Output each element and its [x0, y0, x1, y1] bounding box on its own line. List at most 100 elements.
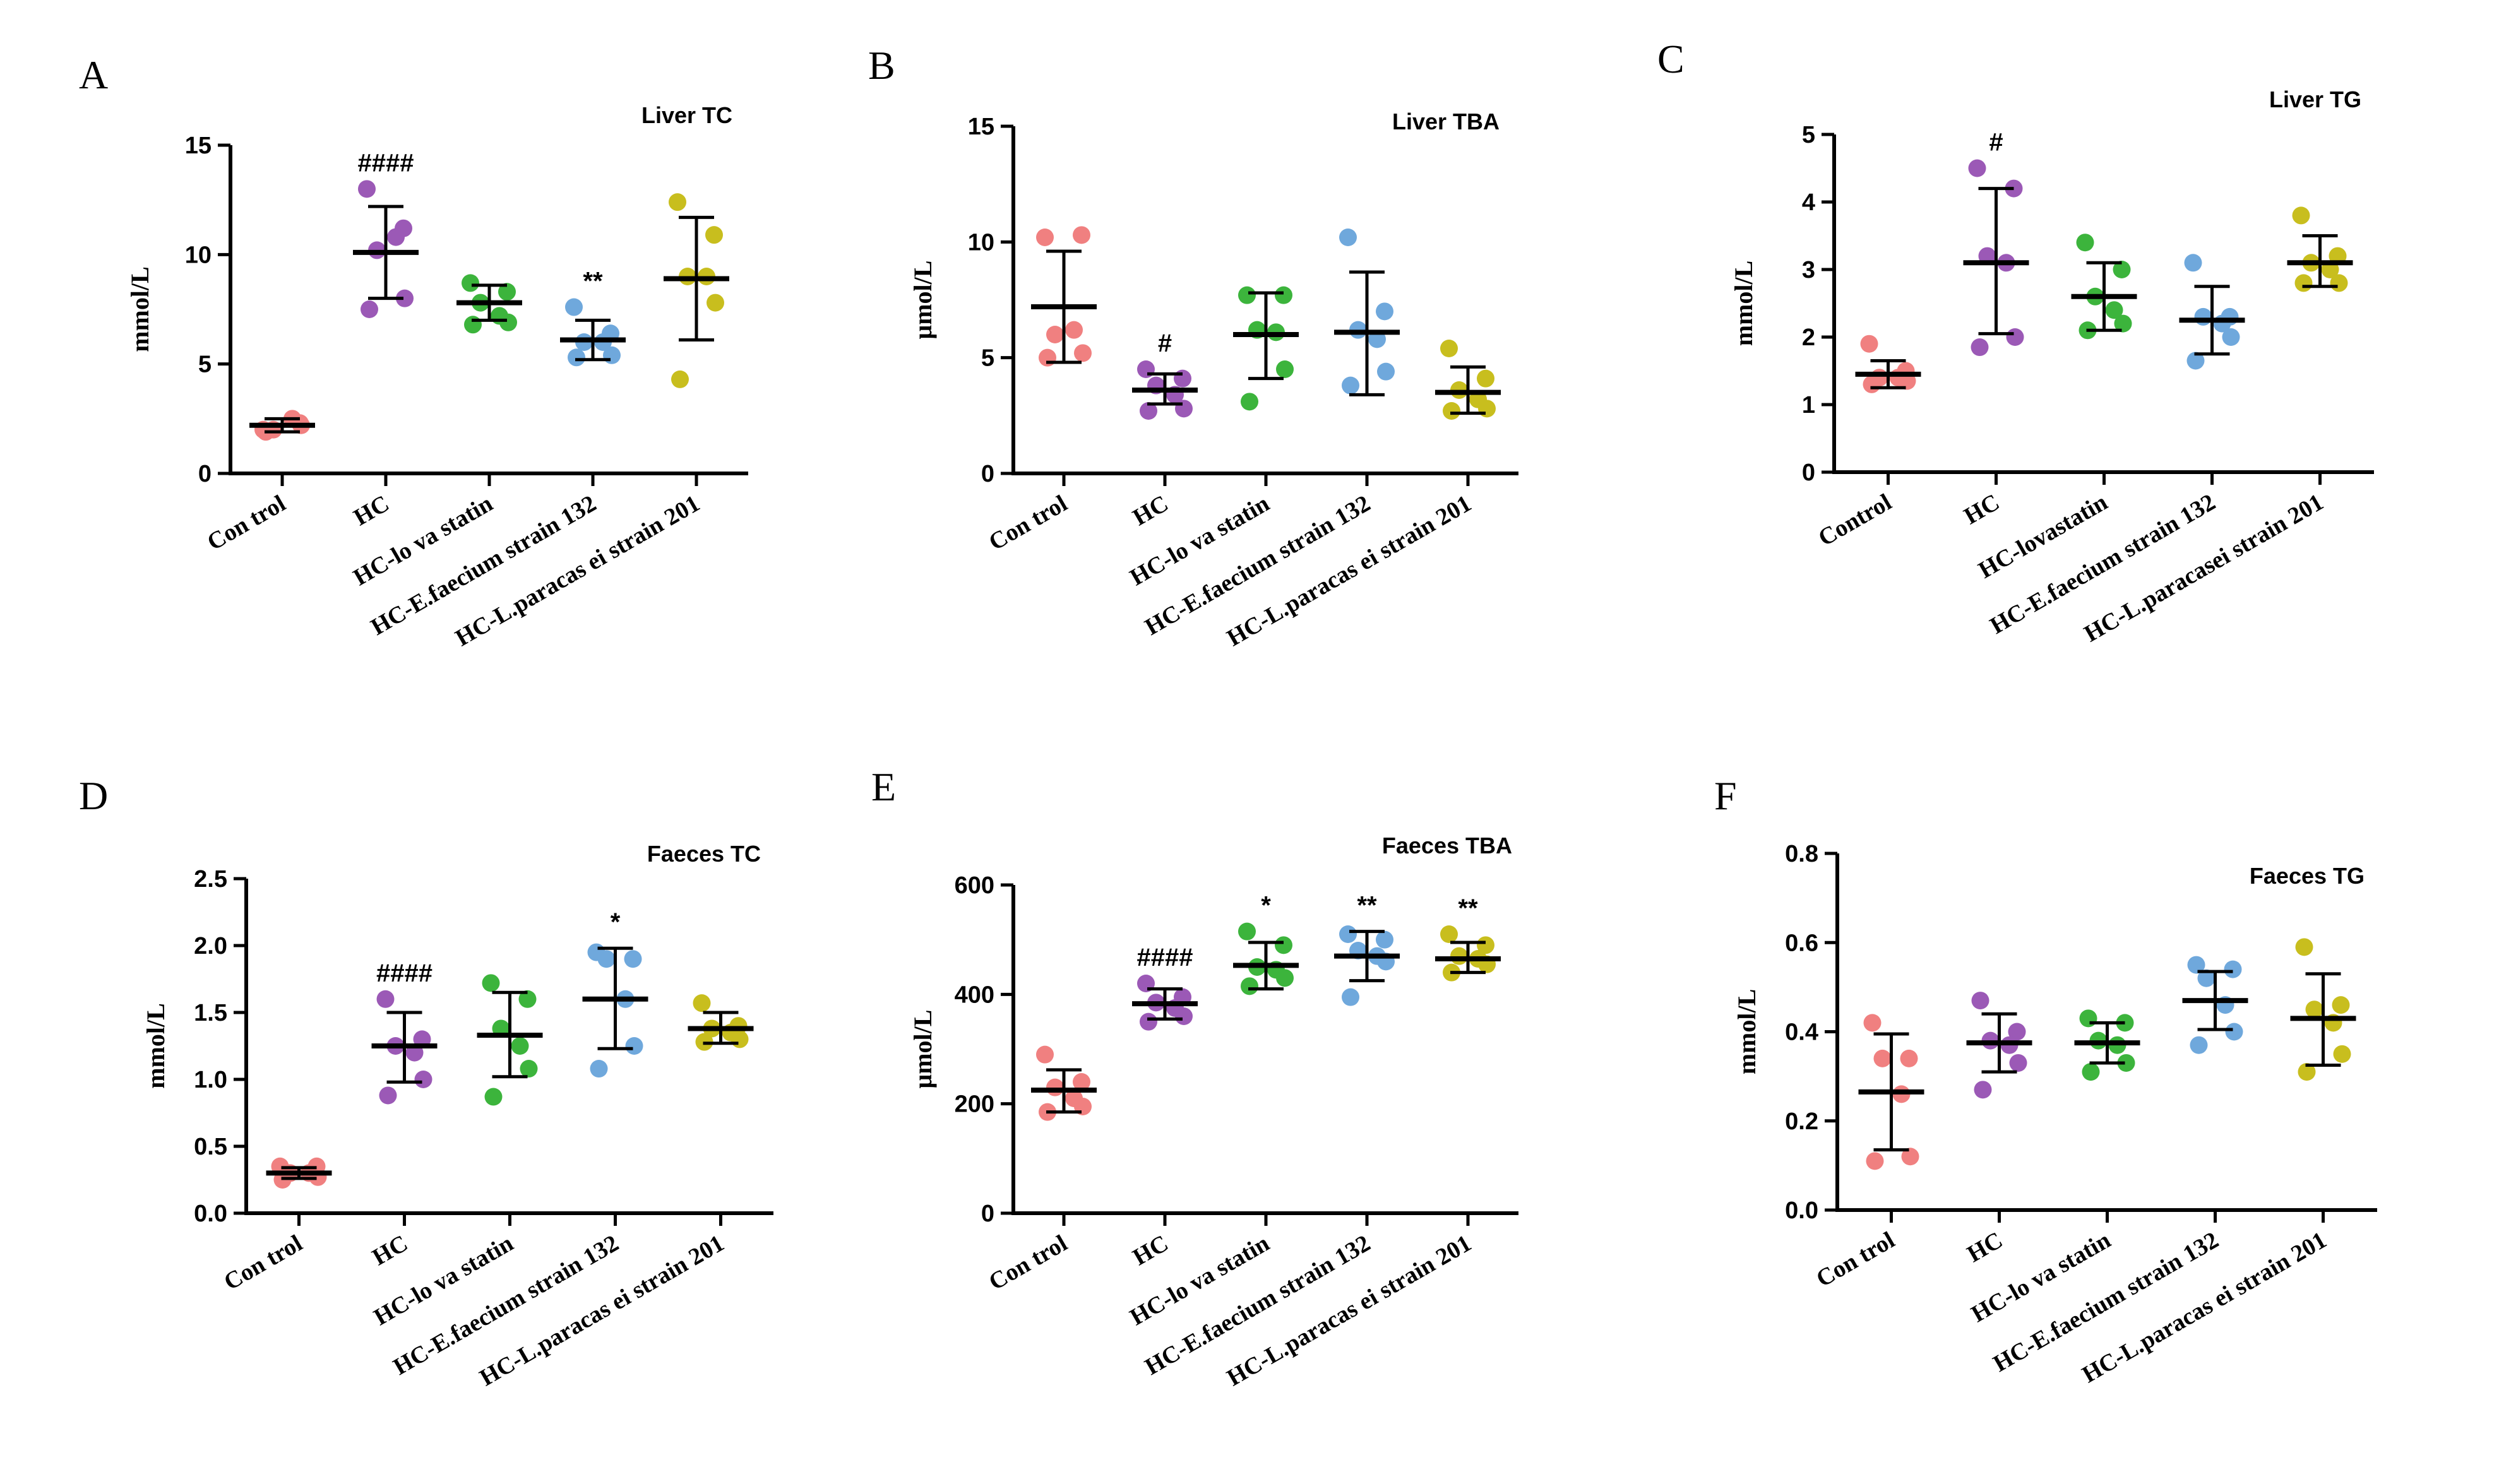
chart-title: Liver TBA	[1392, 109, 1500, 134]
group-3	[456, 274, 522, 334]
group-5	[1435, 340, 1501, 420]
y-tick-label: 0	[981, 461, 994, 487]
data-point	[2009, 1054, 2027, 1072]
y-axis-label: μmol/L	[909, 1010, 937, 1089]
data-point	[2197, 969, 2216, 987]
group-2	[1966, 992, 2032, 1099]
chart-title: Faeces TC	[647, 841, 761, 867]
panel-letter: D	[79, 773, 108, 818]
y-tick-label: 1	[1802, 392, 1815, 418]
group-5	[2287, 206, 2353, 292]
x-tick-label: Con trol	[203, 490, 290, 555]
data-point	[1339, 925, 1357, 943]
group-4	[2179, 254, 2245, 370]
group-4: **	[1334, 892, 1400, 1006]
data-point	[693, 994, 711, 1012]
data-point	[2184, 254, 2202, 272]
data-point	[1175, 1007, 1193, 1025]
x-tick-label: Con trol	[1812, 1226, 1899, 1292]
x-tick-label: HC	[1963, 1226, 2007, 1267]
group-5: **	[1435, 894, 1501, 982]
data-point	[2295, 938, 2313, 956]
significance-label: #	[1158, 329, 1172, 357]
panel-letter: B	[868, 43, 895, 88]
y-tick-label: 5	[1802, 122, 1815, 148]
data-point	[1073, 1073, 1090, 1091]
chart-title: Liver TG	[2269, 86, 2361, 112]
y-axis-label: μmol/L	[909, 261, 937, 340]
data-point	[1140, 1012, 1157, 1031]
y-tick-label: 1.0	[194, 1067, 227, 1093]
y-tick-label: 0	[1802, 460, 1815, 486]
group-2: #	[1963, 129, 2029, 357]
data-point	[1241, 393, 1258, 411]
group-3: *	[1233, 892, 1299, 995]
y-tick-label: 1.5	[194, 1000, 227, 1026]
y-axis-label: mmol/L	[1733, 989, 1761, 1075]
data-point	[2224, 960, 2242, 978]
y-tick-label: 0.0	[1785, 1197, 1818, 1224]
data-point	[2105, 301, 2123, 319]
data-point	[1342, 376, 1359, 395]
data-point	[568, 348, 585, 367]
data-point	[2076, 234, 2094, 252]
significance-label: **	[1458, 894, 1478, 922]
data-point	[2294, 274, 2313, 292]
data-point	[1971, 992, 1989, 1010]
data-point	[603, 346, 621, 364]
x-tick-label: Control	[1814, 489, 1896, 551]
y-tick-label: 200	[955, 1091, 994, 1118]
data-point	[2333, 1045, 2351, 1063]
data-point	[565, 298, 583, 316]
data-point	[1863, 375, 1881, 393]
data-point	[1443, 402, 1460, 420]
y-tick-label: 600	[955, 872, 994, 899]
x-tick-label: HC	[1960, 489, 2004, 530]
y-tick-label: 5	[198, 352, 212, 378]
data-point	[2298, 1063, 2316, 1081]
data-point	[518, 990, 537, 1008]
data-point	[1275, 936, 1292, 954]
group-1	[1855, 335, 1921, 393]
significance-label: **	[583, 268, 603, 295]
y-tick-label: 15	[185, 133, 212, 159]
data-point	[2006, 328, 2024, 346]
data-point	[2187, 956, 2205, 974]
data-point	[625, 1037, 643, 1055]
panel-letter: C	[1657, 37, 1685, 81]
data-point	[731, 1030, 749, 1048]
data-point	[1276, 360, 1294, 378]
data-point	[1971, 338, 1989, 357]
data-point	[498, 283, 516, 301]
chart-title: Faeces TG	[2250, 863, 2365, 889]
data-point	[2225, 1023, 2243, 1041]
data-point	[1866, 1152, 1884, 1170]
significance-label: ####	[1137, 944, 1193, 971]
data-point	[1140, 402, 1157, 420]
group-3	[1233, 286, 1299, 411]
data-point	[361, 300, 378, 318]
y-tick-label: 15	[968, 114, 994, 140]
significance-label: **	[1357, 892, 1377, 920]
data-point	[1477, 936, 1494, 954]
data-point	[671, 370, 689, 388]
group-3	[477, 974, 543, 1106]
data-point	[1073, 226, 1090, 244]
x-tick-label: Con trol	[984, 490, 1071, 555]
panel-d: D Faeces TC 0.0 0.5 1.0 1.5 2.0 2.5 mmol/L Con tr…	[79, 773, 773, 1391]
data-point	[1863, 1014, 1882, 1032]
data-point	[1376, 302, 1393, 321]
significance-label: ####	[376, 959, 432, 987]
x-tick-label: HC	[1128, 490, 1172, 531]
data-point	[597, 950, 616, 968]
panel-letter: F	[1714, 773, 1737, 818]
data-point	[1036, 1045, 1054, 1064]
group-5	[688, 994, 754, 1051]
group-4: *	[582, 908, 648, 1078]
y-tick-label: 0	[198, 461, 212, 487]
data-point	[2190, 1036, 2208, 1054]
data-point	[1377, 362, 1395, 381]
y-tick-label: 4	[1802, 189, 1815, 216]
